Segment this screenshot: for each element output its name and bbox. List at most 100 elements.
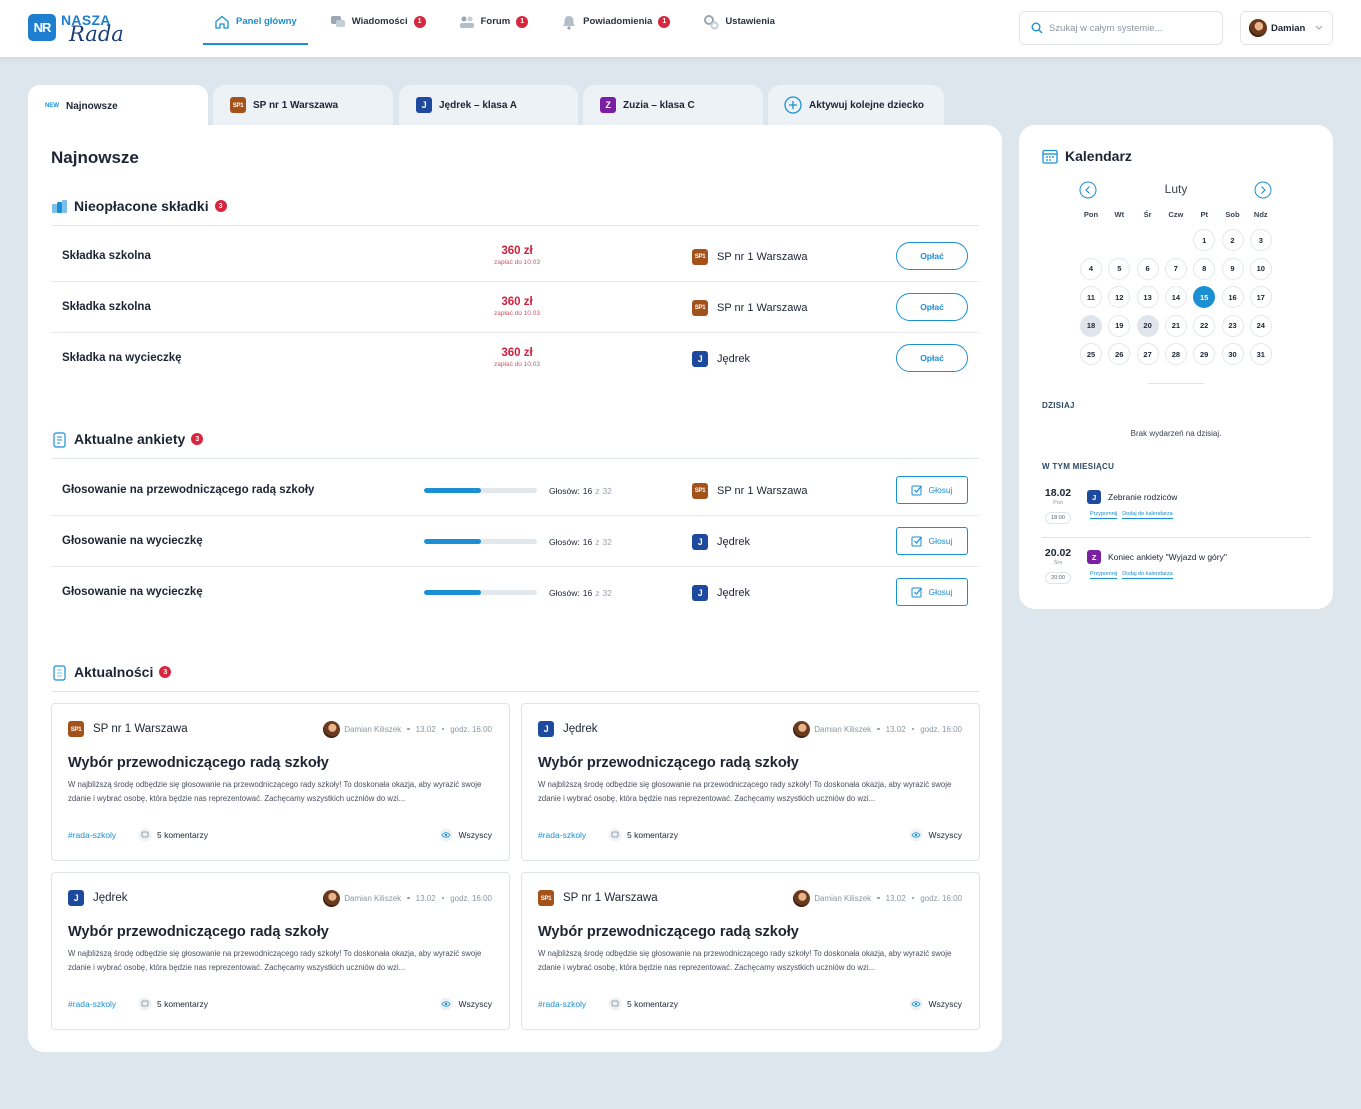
calendar-day[interactable]: 3: [1249, 229, 1272, 251]
news-card[interactable]: J Jędrek Damian Kiliszek 13.02 godz. 16:00 Wy…: [521, 703, 980, 861]
calendar-day[interactable]: 22: [1193, 314, 1216, 337]
school-icon: J: [68, 890, 84, 906]
icon-part: [1254, 181, 1272, 199]
icon-part: [911, 485, 923, 496]
nav-item[interactable]: Ustawienia: [692, 0, 786, 45]
vote-button[interactable]: Głosuj: [896, 578, 968, 606]
news-card[interactable]: J Jędrek Damian Kiliszek 13.02 godz. 16:00 Wy…: [51, 872, 510, 1030]
calendar-day[interactable]: 14: [1164, 286, 1187, 308]
calendar-day[interactable]: 9: [1221, 257, 1244, 280]
calendar-day[interactable]: 29: [1193, 343, 1216, 365]
separator: [877, 896, 880, 900]
news-card[interactable]: SP1 SP nr 1 Warszawa Damian Kiliszek 13.02 g…: [51, 703, 510, 861]
tab[interactable]: SP1 SP nr 1 Warszawa: [213, 85, 393, 125]
search[interactable]: Szukaj w całym systemie...: [1019, 11, 1223, 45]
calendar-day[interactable]: 24: [1249, 314, 1272, 337]
calendar-day[interactable]: 30: [1221, 343, 1244, 365]
nav-item[interactable]: Forum 1: [448, 0, 540, 45]
comment-icon: [138, 828, 152, 842]
event-action[interactable]: Dodaj do kalendarza: [1122, 511, 1173, 519]
avatar: [323, 889, 341, 907]
user-menu[interactable]: Damian: [1240, 11, 1333, 45]
calendar-day[interactable]: 10: [1249, 257, 1272, 280]
poll-row: Głosowanie na wycieczkę Głosów: 16 z 32 J Jędr…: [51, 567, 979, 618]
card-meta: Damian Kiliszek 13.02 godz. 16:00: [793, 720, 962, 738]
calendar-day[interactable]: 31: [1249, 343, 1272, 365]
vote-button[interactable]: Głosuj: [896, 527, 968, 555]
pay-button[interactable]: Opłać: [896, 293, 968, 321]
card-comments[interactable]: 5 komentarzy: [138, 995, 208, 1013]
logo-bottom: Rada: [69, 22, 124, 46]
calendar-panel: Kalendarz Luty Pon Wt Śr Czw Pt Sob Ndz 1 2 3 4 5 6 7 8 9…: [1019, 125, 1333, 609]
search-icon: [1031, 22, 1043, 34]
calendar-day[interactable]: 12: [1108, 286, 1131, 308]
calendar-day[interactable]: 16: [1221, 286, 1244, 308]
calendar-day[interactable]: 15: [1193, 286, 1216, 308]
header: NR NASZA Rada Panel główny Wiadomości 1 Forum 1…: [0, 0, 1361, 57]
pay-button[interactable]: Opłać: [896, 242, 968, 270]
calendar-day[interactable]: 4: [1080, 257, 1102, 280]
event-action[interactable]: Przypomnij: [1090, 571, 1118, 579]
fee-amount-box: 360 zł zapłać do 10.03: [467, 347, 567, 369]
vote-label: Głosuj: [928, 587, 953, 597]
tab-label: Zuzia – klasa C: [623, 99, 695, 111]
calendar-day[interactable]: 23: [1221, 314, 1244, 337]
card-comments[interactable]: 5 komentarzy: [608, 826, 678, 844]
icon-part: [911, 587, 923, 598]
avatar: [1249, 19, 1267, 37]
event-time: 18:00: [1045, 512, 1071, 524]
icon-part: [57, 201, 62, 213]
vote-button[interactable]: Głosuj: [896, 476, 968, 504]
tab[interactable]: J Jędrek – klasa A: [399, 85, 578, 125]
card-comments[interactable]: 5 komentarzy: [608, 995, 678, 1013]
icon-part: [911, 536, 922, 547]
nav-item[interactable]: Wiadomości 1: [319, 0, 437, 45]
source-name: Jędrek: [93, 892, 128, 904]
event-action[interactable]: Dodaj do kalendarza: [1122, 571, 1173, 579]
icon-part: [459, 16, 474, 28]
next-month[interactable]: [1254, 181, 1272, 199]
source-name: Jędrek: [563, 723, 598, 735]
pay-button[interactable]: Opłać: [896, 344, 968, 372]
fee-row: Składka szkolna 360 zł zapłać do 10.03 SP1 S…: [51, 231, 979, 282]
icon-part: [789, 101, 797, 109]
fee-amount: 360 zł: [501, 245, 533, 257]
calendar-day[interactable]: 18: [1080, 314, 1102, 337]
tab[interactable]: Z Zuzia – klasa C: [583, 85, 763, 125]
nav-item[interactable]: Powiadomienia 1: [550, 0, 681, 45]
event-action[interactable]: Przypomnij: [1090, 511, 1118, 519]
prev-month[interactable]: [1079, 181, 1097, 199]
calendar-day[interactable]: 26: [1108, 343, 1131, 365]
icon-part: [611, 831, 619, 838]
card-tag[interactable]: #rada-szkoly: [538, 999, 587, 1009]
calendar-day[interactable]: 17: [1249, 286, 1272, 308]
calendar-day[interactable]: 13: [1136, 286, 1159, 308]
calendar-day[interactable]: 21: [1164, 314, 1187, 337]
card-tag[interactable]: #rada-szkoly: [538, 830, 587, 840]
icon-part: [138, 997, 152, 1011]
card-comments[interactable]: 5 komentarzy: [138, 826, 208, 844]
calendar-day[interactable]: 28: [1164, 343, 1187, 365]
event-title: Koniec ankiety "Wyjazd w góry": [1108, 552, 1227, 562]
calendar-day[interactable]: 20: [1136, 314, 1159, 337]
calendar-day[interactable]: 19: [1108, 314, 1131, 337]
nav-item[interactable]: Panel główny: [203, 0, 308, 45]
card-tag[interactable]: #rada-szkoly: [68, 999, 117, 1009]
calendar-day[interactable]: 11: [1080, 286, 1102, 308]
tab[interactable]: NEW Najnowsze: [28, 85, 208, 127]
calendar-day[interactable]: 2: [1221, 229, 1244, 251]
poll-name: Głosowanie na przewodniczącego radą szko…: [62, 484, 315, 496]
calendar-day[interactable]: 7: [1164, 257, 1187, 280]
calendar-day[interactable]: 8: [1193, 257, 1216, 280]
comment-icon: [608, 828, 622, 842]
tab-label: SP nr 1 Warszawa: [253, 99, 339, 111]
votes-total: 32: [602, 587, 612, 598]
calendar-day[interactable]: 6: [1136, 257, 1159, 280]
card-tag[interactable]: #rada-szkoly: [68, 830, 117, 840]
calendar-day[interactable]: 27: [1136, 343, 1159, 365]
calendar-day[interactable]: 1: [1193, 229, 1216, 251]
tab[interactable]: Aktywuj kolejne dziecko: [768, 85, 944, 125]
calendar-day[interactable]: 5: [1108, 257, 1131, 280]
calendar-day[interactable]: 25: [1080, 343, 1102, 365]
news-card[interactable]: SP1 SP nr 1 Warszawa Damian Kiliszek 13.02 g…: [521, 872, 980, 1030]
